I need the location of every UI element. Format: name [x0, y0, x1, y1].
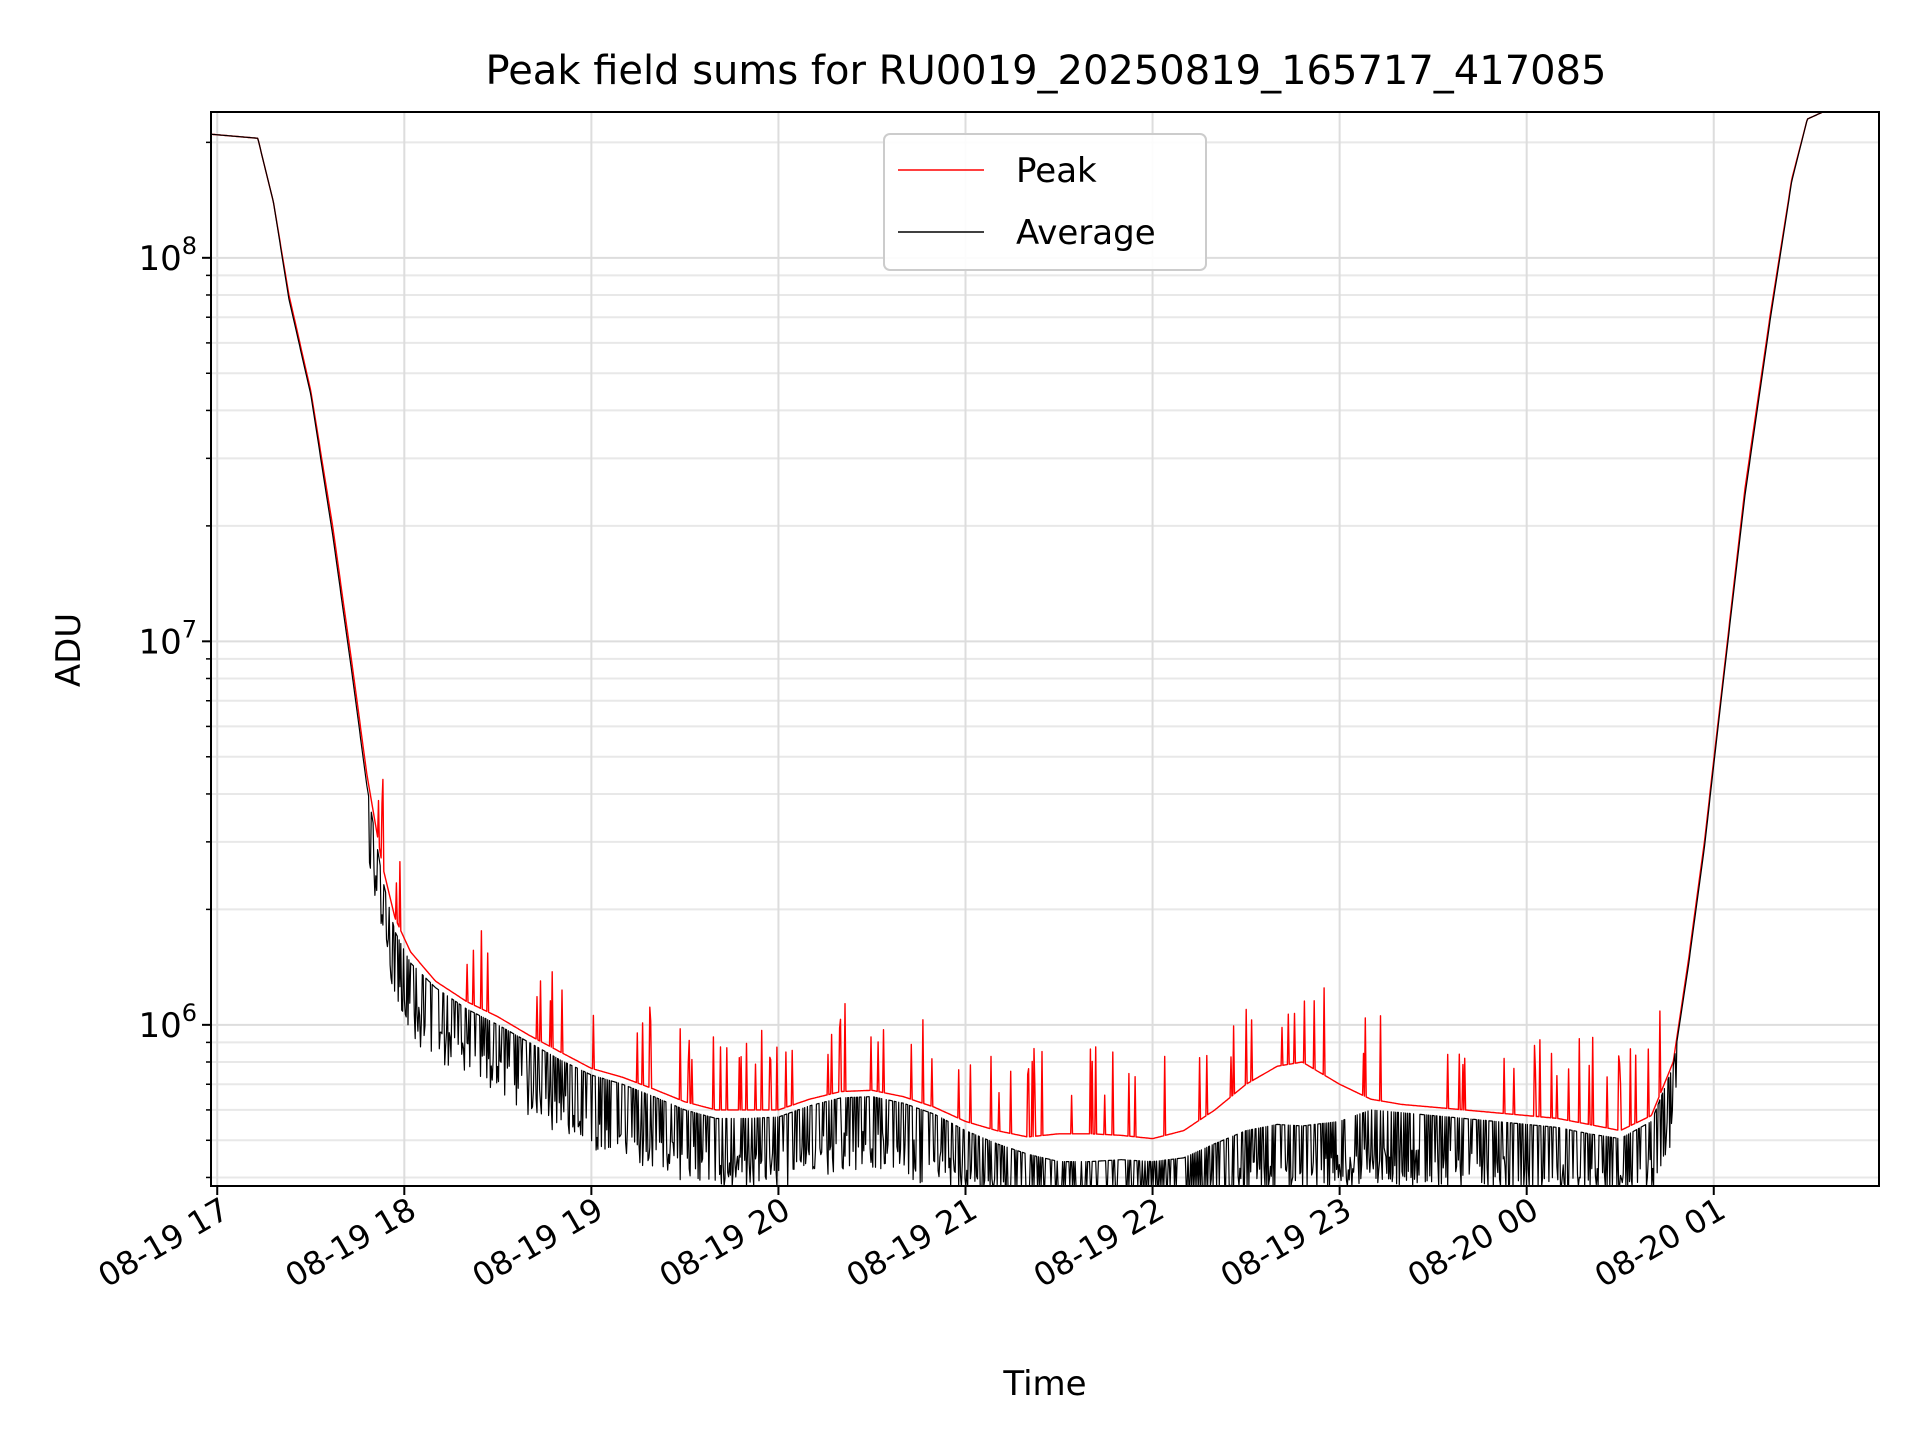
y-tick-label: 107 — [138, 615, 197, 662]
x-axis-label: Time — [1002, 1364, 1086, 1404]
legend-box — [883, 133, 1207, 271]
legend: Peak Average — [883, 133, 1207, 271]
series-line-peak — [210, 111, 1824, 1140]
y-tick-label: 108 — [138, 232, 197, 279]
y-axis-label: ADU — [49, 613, 89, 687]
y-tick-label: 106 — [138, 999, 197, 1046]
legend-label-peak: Peak — [1016, 151, 1097, 191]
chart-title: Peak field sums for RU0019_20250819_1657… — [486, 48, 1607, 94]
legend-label-average: Average — [1016, 213, 1156, 253]
plot-frame — [210, 111, 1880, 1187]
y-axis: 106 107 108 — [138, 141, 211, 1179]
